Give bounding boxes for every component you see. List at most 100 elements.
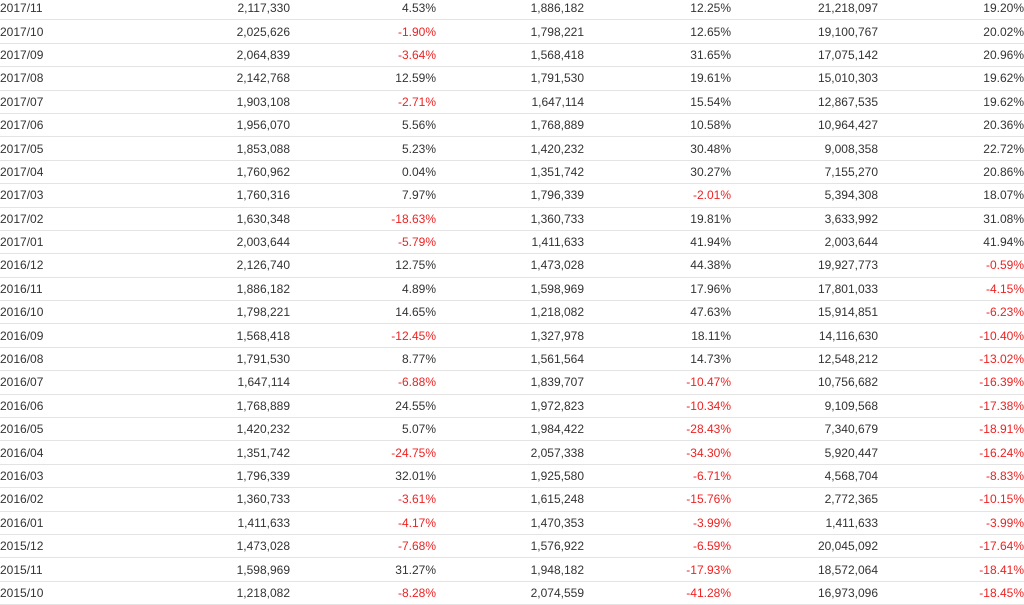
month-cell: 2016/11 [0,277,128,302]
cumulative-change-cell: -16.24% [878,440,1024,465]
month-cell: 2017/07 [0,90,128,114]
prior-value-cell: 1,796,339 [436,183,584,208]
table-row: 2015/10 1,218,082 -8.28% 2,074,559 -41.28% 16… [0,581,1024,605]
value-cell: 1,218,082 [128,581,290,605]
cumulative-change-cell: -18.41% [878,557,1024,582]
cumulative-change-cell: -13.02% [878,347,1024,372]
change-cell: 8.77% [290,347,436,372]
table-row: 2016/06 1,768,889 24.55% 1,972,823 -10.34% 9,… [0,394,1024,419]
cumulative-change-cell: -8.83% [878,464,1024,489]
month-cell: 2017/01 [0,230,128,255]
change-cell: -5.79% [290,230,436,255]
value-cell: 1,351,742 [128,440,290,465]
change-cell: 12.75% [290,253,436,278]
cumulative-cell: 21,218,097 [731,0,878,21]
table-row: 2017/06 1,956,070 5.56% 1,768,889 10.58% 10,9… [0,113,1024,138]
change-cell: -4.17% [290,511,436,535]
prior-value-cell: 1,568,418 [436,43,584,68]
prior-value-cell: 1,360,733 [436,207,584,231]
value-cell: 2,126,740 [128,253,290,278]
yoy-change-cell: -17.93% [584,557,731,582]
table-row: 2017/08 2,142,768 12.59% 1,791,530 19.61% 15,… [0,66,1024,91]
change-cell: 4.89% [290,277,436,302]
month-cell: 2016/04 [0,440,128,465]
yoy-change-cell: 14.73% [584,347,731,372]
change-cell: 0.04% [290,160,436,185]
month-cell: 2015/11 [0,557,128,582]
table-row: 2016/03 1,796,339 32.01% 1,925,580 -6.71% 4,5… [0,464,1024,489]
prior-value-cell: 1,470,353 [436,511,584,535]
month-cell: 2017/04 [0,160,128,185]
value-cell: 1,798,221 [128,300,290,325]
cumulative-cell: 12,867,535 [731,90,878,114]
cumulative-change-cell: -18.91% [878,417,1024,442]
month-cell: 2016/06 [0,394,128,419]
change-cell: 5.23% [290,136,436,161]
yoy-change-cell: 47.63% [584,300,731,325]
table-row: 2016/07 1,647,114 -6.88% 1,839,707 -10.47% 10… [0,370,1024,395]
yoy-change-cell: 12.25% [584,0,731,21]
value-cell: 1,853,088 [128,136,290,161]
cumulative-change-cell: -10.40% [878,323,1024,348]
cumulative-change-cell: 22.72% [878,136,1024,161]
month-cell: 2016/01 [0,511,128,535]
cumulative-cell: 17,801,033 [731,277,878,302]
table-row: 2017/04 1,760,962 0.04% 1,351,742 30.27% 7,15… [0,160,1024,185]
yoy-change-cell: 44.38% [584,253,731,278]
month-cell: 2017/08 [0,66,128,91]
yoy-change-cell: 19.61% [584,66,731,91]
value-cell: 1,473,028 [128,534,290,559]
yoy-change-cell: 15.54% [584,90,731,114]
table-row: 2017/11 2,117,330 4.53% 1,886,182 12.25% 21,2… [0,0,1024,21]
month-cell: 2016/07 [0,370,128,395]
value-cell: 1,796,339 [128,464,290,489]
value-cell: 1,598,969 [128,557,290,582]
cumulative-cell: 2,772,365 [731,487,878,512]
cumulative-change-cell: -4.15% [878,277,1024,302]
table-row: 2017/09 2,064,839 -3.64% 1,568,418 31.65% 17,… [0,43,1024,68]
cumulative-cell: 15,914,851 [731,300,878,325]
prior-value-cell: 1,791,530 [436,66,584,91]
change-cell: 5.56% [290,113,436,138]
table-row: 2015/11 1,598,969 31.27% 1,948,182 -17.93% 18… [0,557,1024,582]
table-row: 2017/02 1,630,348 -18.63% 1,360,733 19.81% 3,… [0,207,1024,231]
prior-value-cell: 1,576,922 [436,534,584,559]
month-cell: 2016/03 [0,464,128,489]
cumulative-cell: 19,927,773 [731,253,878,278]
value-cell: 1,760,962 [128,160,290,185]
yoy-change-cell: -6.59% [584,534,731,559]
prior-value-cell: 1,925,580 [436,464,584,489]
table-row: 2016/04 1,351,742 -24.75% 2,057,338 -34.30% 5… [0,440,1024,465]
cumulative-cell: 10,964,427 [731,113,878,138]
cumulative-change-cell: 20.86% [878,160,1024,185]
change-cell: 24.55% [290,394,436,419]
table-row: 2017/03 1,760,316 7.97% 1,796,339 -2.01% 5,39… [0,183,1024,208]
cumulative-change-cell: -17.64% [878,534,1024,559]
value-cell: 1,411,633 [128,511,290,535]
prior-value-cell: 1,420,232 [436,136,584,161]
month-cell: 2015/12 [0,534,128,559]
month-cell: 2017/06 [0,113,128,138]
table-row: 2017/01 2,003,644 -5.79% 1,411,633 41.94% 2,0… [0,230,1024,255]
cumulative-change-cell: -16.39% [878,370,1024,395]
yoy-change-cell: 41.94% [584,230,731,255]
cumulative-cell: 5,920,447 [731,440,878,465]
value-cell: 1,903,108 [128,90,290,114]
change-cell: -2.71% [290,90,436,114]
yoy-change-cell: -28.43% [584,417,731,442]
cumulative-cell: 19,100,767 [731,19,878,44]
cumulative-cell: 9,008,358 [731,136,878,161]
prior-value-cell: 1,218,082 [436,300,584,325]
yoy-change-cell: -10.34% [584,394,731,419]
yoy-change-cell: 30.48% [584,136,731,161]
yoy-change-cell: -2.01% [584,183,731,208]
change-cell: 32.01% [290,464,436,489]
prior-value-cell: 1,411,633 [436,230,584,255]
table-row: 2016/11 1,886,182 4.89% 1,598,969 17.96% 17,8… [0,277,1024,302]
prior-value-cell: 1,798,221 [436,19,584,44]
change-cell: -6.88% [290,370,436,395]
month-cell: 2016/12 [0,253,128,278]
month-cell: 2017/02 [0,207,128,231]
